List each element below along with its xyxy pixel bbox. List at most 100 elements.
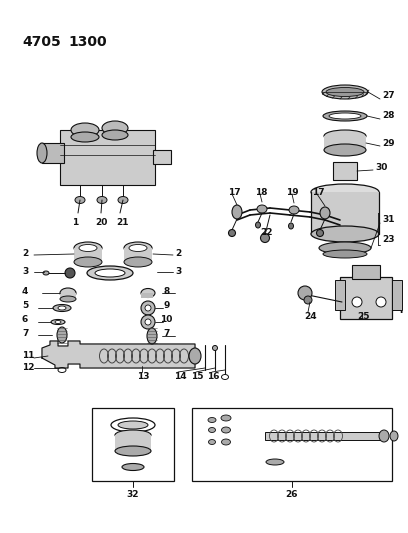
Ellipse shape [323,111,367,121]
Ellipse shape [141,288,155,297]
Ellipse shape [222,439,231,445]
Text: 4: 4 [22,287,29,295]
Text: 7: 7 [163,329,169,338]
Circle shape [298,286,312,300]
Ellipse shape [324,130,366,142]
Bar [60,130,155,185]
Text: 19: 19 [286,188,299,197]
Text: 6: 6 [22,316,28,325]
Ellipse shape [326,87,364,96]
Circle shape [145,305,151,311]
Text: 21: 21 [116,218,129,227]
Bar [265,432,380,440]
Text: 26: 26 [285,490,297,499]
Text: 1: 1 [72,218,78,227]
Bar [42,143,64,163]
Ellipse shape [266,459,284,465]
Text: 4705: 4705 [22,35,61,49]
Ellipse shape [232,205,242,219]
Text: 7: 7 [22,328,29,337]
Ellipse shape [37,143,47,163]
Text: 32: 32 [126,490,138,499]
Ellipse shape [324,144,366,156]
Ellipse shape [260,233,270,243]
Circle shape [141,315,155,329]
Text: 2: 2 [175,248,181,257]
Ellipse shape [118,421,148,429]
Ellipse shape [79,245,97,252]
Ellipse shape [221,415,231,421]
Bar [192,408,392,481]
Text: 16: 16 [207,372,220,381]
Bar [311,192,379,234]
Text: 13: 13 [137,372,149,381]
Ellipse shape [222,427,231,433]
Circle shape [376,297,386,307]
Bar [352,265,380,279]
Ellipse shape [95,269,125,277]
Ellipse shape [75,197,85,204]
Text: 20: 20 [95,218,107,227]
Text: 30: 30 [375,163,387,172]
Text: 10: 10 [160,316,172,325]
Ellipse shape [329,113,361,119]
Text: 14: 14 [174,372,186,381]
Circle shape [352,297,362,307]
Ellipse shape [124,242,152,254]
Text: 28: 28 [382,111,395,120]
Circle shape [145,319,151,325]
Ellipse shape [311,226,379,242]
Ellipse shape [320,207,330,219]
Text: 24: 24 [304,312,317,321]
Ellipse shape [97,197,107,204]
Text: 18: 18 [255,188,268,197]
Text: 22: 22 [260,228,273,237]
Ellipse shape [51,319,65,325]
Circle shape [141,301,155,315]
Text: 3: 3 [175,266,181,276]
Ellipse shape [390,431,398,441]
Bar [124,248,152,262]
Ellipse shape [53,304,71,311]
Bar [392,280,402,310]
Ellipse shape [189,348,201,364]
Text: 25: 25 [357,312,370,321]
Ellipse shape [322,85,368,99]
Text: 3: 3 [22,266,28,276]
Text: 27: 27 [382,92,395,101]
Text: 1300: 1300 [68,35,106,49]
Ellipse shape [102,121,128,135]
Ellipse shape [323,250,367,258]
Bar [141,293,153,298]
Polygon shape [42,341,195,368]
Text: 5: 5 [22,302,28,311]
Ellipse shape [115,446,151,456]
Ellipse shape [74,242,102,254]
Bar [74,248,102,262]
Ellipse shape [60,288,76,298]
Ellipse shape [208,427,215,432]
Text: 11: 11 [22,351,35,360]
Ellipse shape [122,464,144,471]
Bar [60,293,76,299]
Ellipse shape [55,320,61,324]
Ellipse shape [115,430,151,440]
Ellipse shape [124,257,152,267]
Text: 31: 31 [382,215,395,224]
Ellipse shape [288,223,293,229]
Circle shape [65,268,75,278]
Ellipse shape [58,306,66,310]
Ellipse shape [71,132,99,142]
Ellipse shape [129,245,147,252]
Ellipse shape [102,130,128,140]
Ellipse shape [257,205,267,213]
Ellipse shape [118,197,128,204]
Ellipse shape [311,184,379,200]
Text: 9: 9 [163,302,169,311]
Text: 29: 29 [382,139,395,148]
Ellipse shape [74,257,102,267]
Ellipse shape [213,345,217,351]
Bar [340,277,392,319]
Ellipse shape [379,430,389,442]
Ellipse shape [57,327,67,343]
